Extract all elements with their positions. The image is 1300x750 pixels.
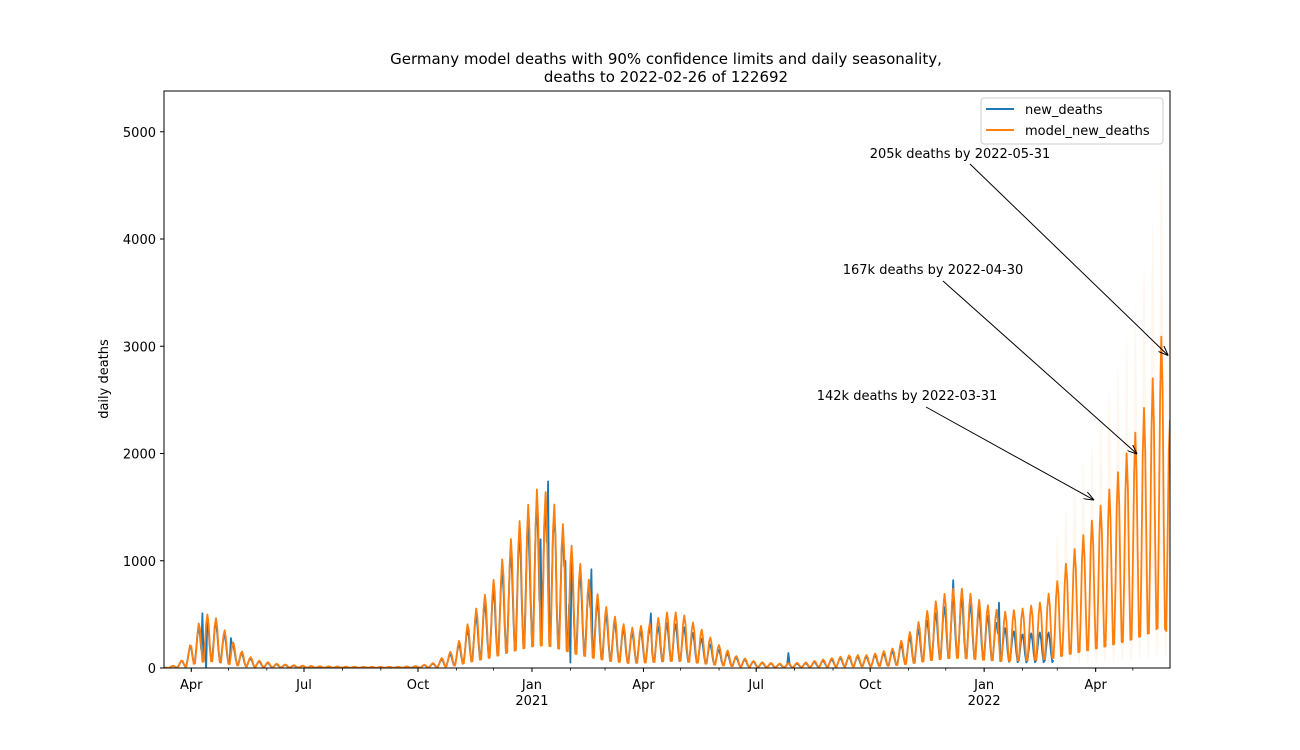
legend-label-model_new_deaths: model_new_deaths	[1025, 124, 1150, 139]
x-tick-label: Oct	[859, 678, 881, 693]
x-tick-label: Jul	[747, 678, 764, 693]
x-tick-label: Jan	[521, 678, 542, 693]
y-axis-label: daily deaths	[97, 339, 112, 419]
series-model_new_deaths	[164, 335, 1170, 668]
series-line-model_new_deaths	[164, 335, 1170, 668]
y-tick-label: 0	[148, 662, 156, 677]
x-tick-label: Apr	[632, 678, 655, 693]
x-tick-label: Oct	[407, 678, 429, 693]
annotations: 205k deaths by 2022-05-31 167k deaths by …	[817, 147, 1168, 500]
chart-subtitle: deaths to 2022-02-26 of 122692	[544, 68, 788, 86]
x-tick-label: Jan	[973, 678, 994, 693]
x-tick-label: Apr	[1084, 678, 1107, 693]
legend: new_deaths model_new_deaths	[980, 97, 1164, 145]
y-tick-label: 1000	[123, 555, 156, 570]
annotation-arrow	[942, 280, 1137, 454]
x-tick-year-label: 2021	[515, 694, 548, 709]
x-tick-label: Jul	[295, 678, 312, 693]
annotation-arrow	[969, 163, 1168, 355]
y-tick-label: 4000	[123, 233, 156, 248]
y-tick-label: 5000	[123, 126, 156, 141]
y-tick-label: 2000	[123, 448, 156, 463]
annotation-arrow	[925, 406, 1093, 500]
legend-box	[980, 97, 1164, 145]
annotation-text: 205k deaths by 2022-05-31	[870, 147, 1051, 162]
series-layer	[164, 335, 1170, 668]
legend-label-new_deaths: new_deaths	[1025, 103, 1103, 118]
chart-title: Germany model deaths with 90% confidence…	[390, 50, 942, 68]
plot-frame	[163, 90, 1171, 669]
y-tick-label: 3000	[123, 340, 156, 355]
annotation-text: 142k deaths by 2022-03-31	[817, 389, 998, 404]
annotation-text: 167k deaths by 2022-04-30	[843, 263, 1024, 278]
x-tick-label: Apr	[180, 678, 203, 693]
x-tick-year-label: 2022	[968, 694, 1001, 709]
